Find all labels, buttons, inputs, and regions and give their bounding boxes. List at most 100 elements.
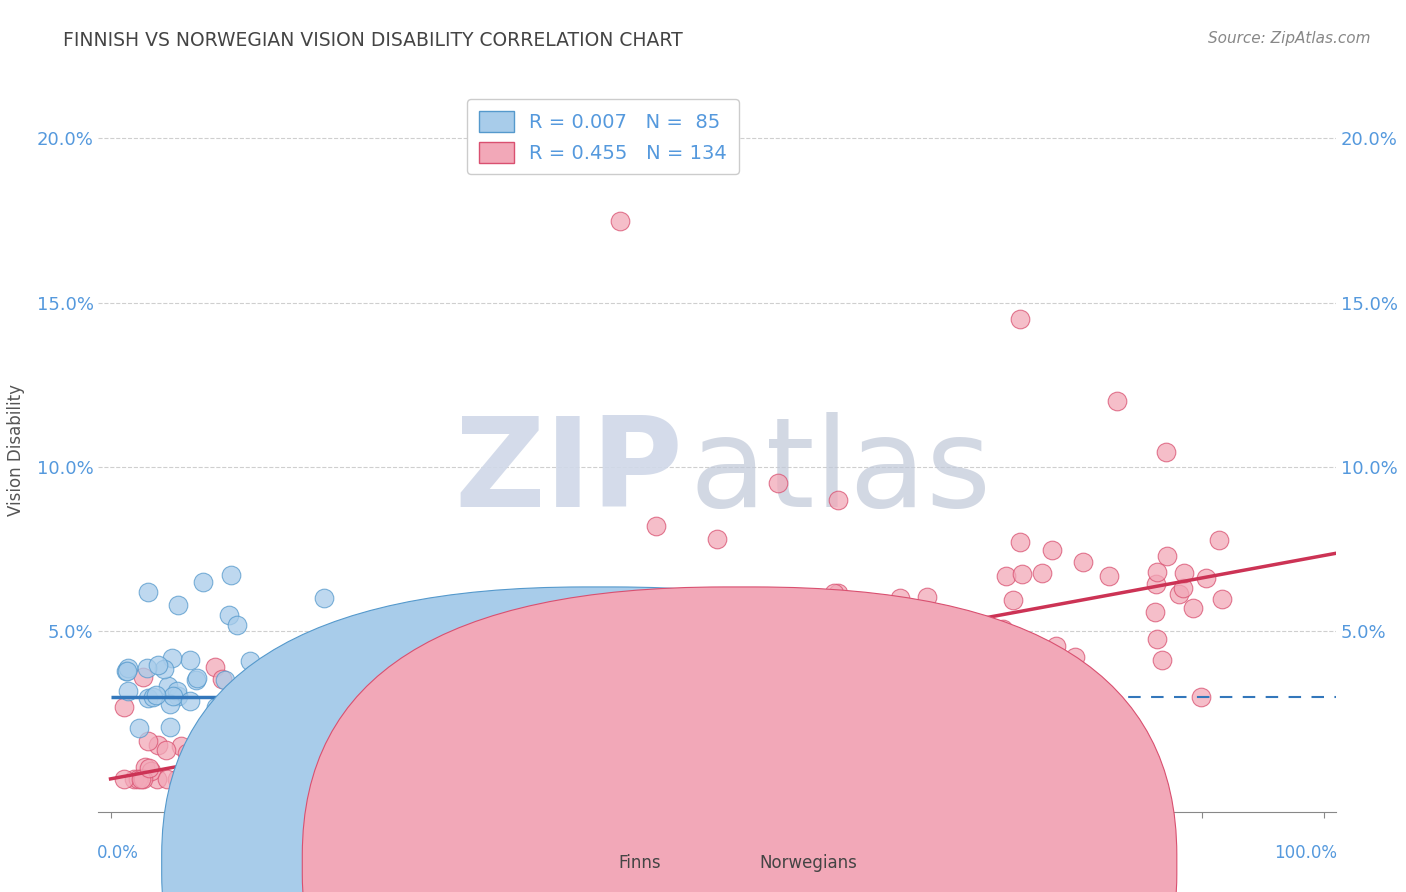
Point xyxy=(156,772,179,786)
Point xyxy=(347,772,370,786)
Point xyxy=(664,681,686,696)
Point xyxy=(706,647,728,661)
Point xyxy=(546,711,568,725)
Point xyxy=(159,697,181,711)
Point xyxy=(134,759,156,773)
Point xyxy=(184,673,207,687)
Point xyxy=(173,772,195,786)
Point xyxy=(166,684,188,698)
Point xyxy=(636,681,658,695)
Point xyxy=(176,772,198,786)
Point xyxy=(142,690,165,704)
Point xyxy=(634,675,657,690)
Point xyxy=(190,772,212,786)
Point xyxy=(132,772,155,786)
Point xyxy=(903,621,925,635)
Point xyxy=(1150,653,1173,667)
Point xyxy=(1011,567,1033,582)
Point xyxy=(167,598,190,612)
Point xyxy=(515,772,537,786)
Point xyxy=(1010,312,1032,326)
Point xyxy=(683,713,706,727)
Point xyxy=(505,707,527,722)
Point xyxy=(219,568,242,582)
Point xyxy=(218,690,240,704)
Point xyxy=(825,711,848,725)
Point xyxy=(557,707,579,722)
Point xyxy=(112,700,135,714)
Point xyxy=(817,678,839,692)
Point xyxy=(128,721,150,735)
Point xyxy=(889,591,911,606)
Point xyxy=(917,590,939,604)
Point xyxy=(657,698,679,713)
Point xyxy=(301,667,323,681)
Point xyxy=(292,678,315,692)
Point xyxy=(117,684,139,698)
Point xyxy=(159,720,181,734)
Point xyxy=(148,658,170,673)
Point xyxy=(1208,533,1230,547)
Point xyxy=(1022,673,1045,688)
Point xyxy=(371,748,394,763)
Point xyxy=(190,745,212,759)
Text: Norwegians: Norwegians xyxy=(759,855,858,872)
Point xyxy=(395,714,418,729)
Point xyxy=(562,606,585,620)
Text: Source: ZipAtlas.com: Source: ZipAtlas.com xyxy=(1208,31,1371,46)
Point xyxy=(609,213,631,227)
Point xyxy=(1156,549,1178,564)
Point xyxy=(942,685,965,699)
Point xyxy=(1195,571,1218,585)
Point xyxy=(211,673,233,687)
Point xyxy=(1098,569,1121,583)
Point xyxy=(426,634,449,648)
Point xyxy=(1146,566,1168,580)
Point xyxy=(522,678,544,692)
Point xyxy=(557,670,579,684)
Point xyxy=(380,772,402,786)
Point xyxy=(706,532,728,546)
Point xyxy=(1107,394,1129,409)
Point xyxy=(127,772,149,786)
Point xyxy=(571,690,593,704)
Point xyxy=(905,677,928,691)
Point xyxy=(315,772,337,786)
Point xyxy=(170,772,193,786)
Point xyxy=(651,654,673,668)
Point xyxy=(245,697,267,711)
Point xyxy=(815,663,838,677)
Point xyxy=(605,687,627,701)
Point xyxy=(269,730,291,744)
Point xyxy=(132,670,155,684)
Point xyxy=(827,492,849,507)
Point xyxy=(668,702,690,716)
Point xyxy=(437,683,460,698)
Point xyxy=(375,751,398,765)
Point xyxy=(152,663,174,677)
Point xyxy=(1064,650,1087,665)
Point xyxy=(482,702,505,716)
Point xyxy=(176,772,198,786)
Point xyxy=(336,667,359,681)
Point xyxy=(167,689,190,703)
Point xyxy=(131,772,153,786)
Point xyxy=(581,700,603,714)
Point xyxy=(374,665,396,679)
Point xyxy=(207,772,229,786)
Point xyxy=(523,627,546,641)
Point xyxy=(166,772,188,786)
Point xyxy=(332,700,354,714)
Point xyxy=(295,687,318,701)
Text: 0.0%: 0.0% xyxy=(97,844,139,863)
Point xyxy=(606,702,628,716)
Point xyxy=(312,591,335,606)
Point xyxy=(141,764,163,778)
Point xyxy=(1031,566,1053,581)
Point xyxy=(449,772,471,786)
Point xyxy=(349,683,371,698)
Point xyxy=(955,630,977,644)
Point xyxy=(332,732,354,747)
Point xyxy=(512,701,534,715)
Point xyxy=(789,655,811,669)
